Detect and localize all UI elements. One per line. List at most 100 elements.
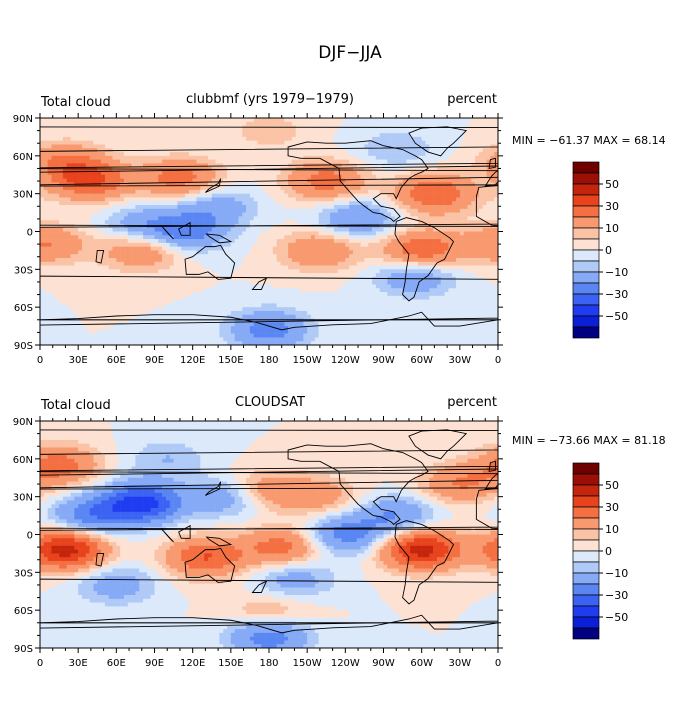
heatmap-cell bbox=[66, 257, 71, 263]
heatmap-cell bbox=[51, 189, 56, 194]
heatmap-cell bbox=[74, 174, 79, 179]
heatmap-cell bbox=[276, 170, 281, 176]
heatmap-cell bbox=[280, 189, 285, 194]
heatmap-cell bbox=[375, 148, 380, 153]
heatmap-cell bbox=[66, 155, 71, 160]
heatmap-cell bbox=[414, 235, 419, 240]
heatmap-cell bbox=[360, 182, 365, 187]
heatmap-cell bbox=[78, 261, 83, 266]
heatmap-cell bbox=[173, 239, 178, 244]
heatmap-cell bbox=[303, 152, 308, 157]
heatmap-cell bbox=[295, 205, 300, 210]
heatmap-cell bbox=[242, 239, 247, 244]
heatmap-cell bbox=[372, 216, 377, 221]
heatmap-cell bbox=[345, 269, 350, 274]
heatmap-cell bbox=[104, 144, 109, 149]
heatmap-cell bbox=[280, 273, 285, 278]
heatmap-cell bbox=[242, 133, 247, 138]
heatmap-cell bbox=[303, 121, 308, 126]
heatmap-cell bbox=[89, 121, 94, 126]
heatmap-cell bbox=[456, 197, 461, 202]
heatmap-cell bbox=[165, 261, 171, 266]
heatmap-cell bbox=[211, 140, 216, 145]
heatmap-cell bbox=[429, 178, 434, 183]
heatmap-cell bbox=[43, 220, 48, 225]
heatmap-cell bbox=[459, 257, 464, 263]
heatmap-cell bbox=[242, 129, 247, 134]
heatmap-cell bbox=[150, 163, 155, 168]
heatmap-cell bbox=[55, 136, 60, 141]
heatmap-cell bbox=[116, 208, 121, 213]
heatmap-cell bbox=[47, 201, 52, 206]
heatmap-cell bbox=[341, 174, 346, 179]
heatmap-cell bbox=[123, 163, 129, 168]
heatmap-cell bbox=[448, 148, 453, 153]
heatmap-cell bbox=[490, 152, 495, 157]
heatmap-cell bbox=[368, 239, 373, 244]
heatmap-cell bbox=[165, 118, 171, 123]
heatmap-cell bbox=[62, 261, 67, 266]
heatmap-cell bbox=[330, 193, 335, 198]
heatmap-cell bbox=[112, 159, 117, 164]
heatmap-cell bbox=[74, 265, 79, 270]
heatmap-cell bbox=[337, 254, 342, 259]
heatmap-cell bbox=[440, 205, 445, 210]
heatmap-cell bbox=[284, 265, 289, 270]
heatmap-cell bbox=[379, 144, 384, 149]
heatmap-cell bbox=[341, 167, 346, 172]
heatmap-cell bbox=[223, 144, 228, 149]
heatmap-cell bbox=[406, 140, 411, 145]
heatmap-cell bbox=[104, 129, 109, 134]
heatmap-cell bbox=[314, 155, 319, 160]
heatmap-cell bbox=[150, 152, 155, 157]
heatmap-cell bbox=[345, 159, 350, 164]
heatmap-cell bbox=[387, 129, 392, 134]
heatmap-cell bbox=[227, 144, 232, 149]
heatmap-cell bbox=[345, 155, 350, 160]
heatmap-cell bbox=[70, 227, 75, 232]
heatmap-cell bbox=[486, 216, 491, 221]
heatmap-cell bbox=[207, 155, 213, 160]
heatmap-cell bbox=[158, 186, 163, 191]
heatmap-cell bbox=[70, 178, 75, 183]
heatmap-cell bbox=[78, 246, 83, 251]
heatmap-cell bbox=[257, 269, 262, 274]
heatmap-cell bbox=[261, 144, 266, 149]
heatmap-cell bbox=[43, 269, 48, 274]
heatmap-cell bbox=[391, 257, 396, 263]
heatmap-cell bbox=[123, 220, 129, 225]
heatmap-cell bbox=[101, 155, 106, 160]
heatmap-cell bbox=[219, 257, 224, 263]
heatmap-cell bbox=[284, 182, 289, 187]
heatmap-cell bbox=[444, 148, 449, 153]
heatmap-cell bbox=[394, 170, 400, 176]
heatmap-cell bbox=[352, 250, 358, 255]
heatmap-cell bbox=[112, 201, 117, 206]
heatmap-cell bbox=[173, 144, 178, 149]
heatmap-cell bbox=[131, 136, 136, 141]
heatmap-cell bbox=[356, 212, 361, 217]
heatmap-cell bbox=[436, 242, 442, 247]
heatmap-cell bbox=[310, 216, 316, 221]
heatmap-cell bbox=[310, 186, 316, 191]
heatmap-cell bbox=[394, 227, 400, 232]
heatmap-cell bbox=[120, 163, 125, 168]
heatmap-cell bbox=[456, 178, 461, 183]
heatmap-cell bbox=[280, 216, 285, 221]
heatmap-cell bbox=[185, 193, 190, 198]
heatmap-cell bbox=[410, 250, 415, 255]
heatmap-cell bbox=[436, 189, 442, 194]
heatmap-cell bbox=[192, 231, 197, 236]
heatmap-cell bbox=[196, 174, 201, 179]
heatmap-cell bbox=[417, 261, 422, 266]
heatmap-cell bbox=[417, 133, 422, 138]
heatmap-cell bbox=[173, 193, 178, 198]
heatmap-cell bbox=[93, 269, 98, 274]
heatmap-cell bbox=[368, 242, 373, 247]
heatmap-cell bbox=[211, 186, 216, 191]
heatmap-cell bbox=[352, 144, 358, 149]
heatmap-cell bbox=[204, 208, 209, 213]
heatmap-cell bbox=[429, 220, 434, 225]
heatmap-cell bbox=[146, 242, 151, 247]
heatmap-cell bbox=[272, 121, 277, 126]
